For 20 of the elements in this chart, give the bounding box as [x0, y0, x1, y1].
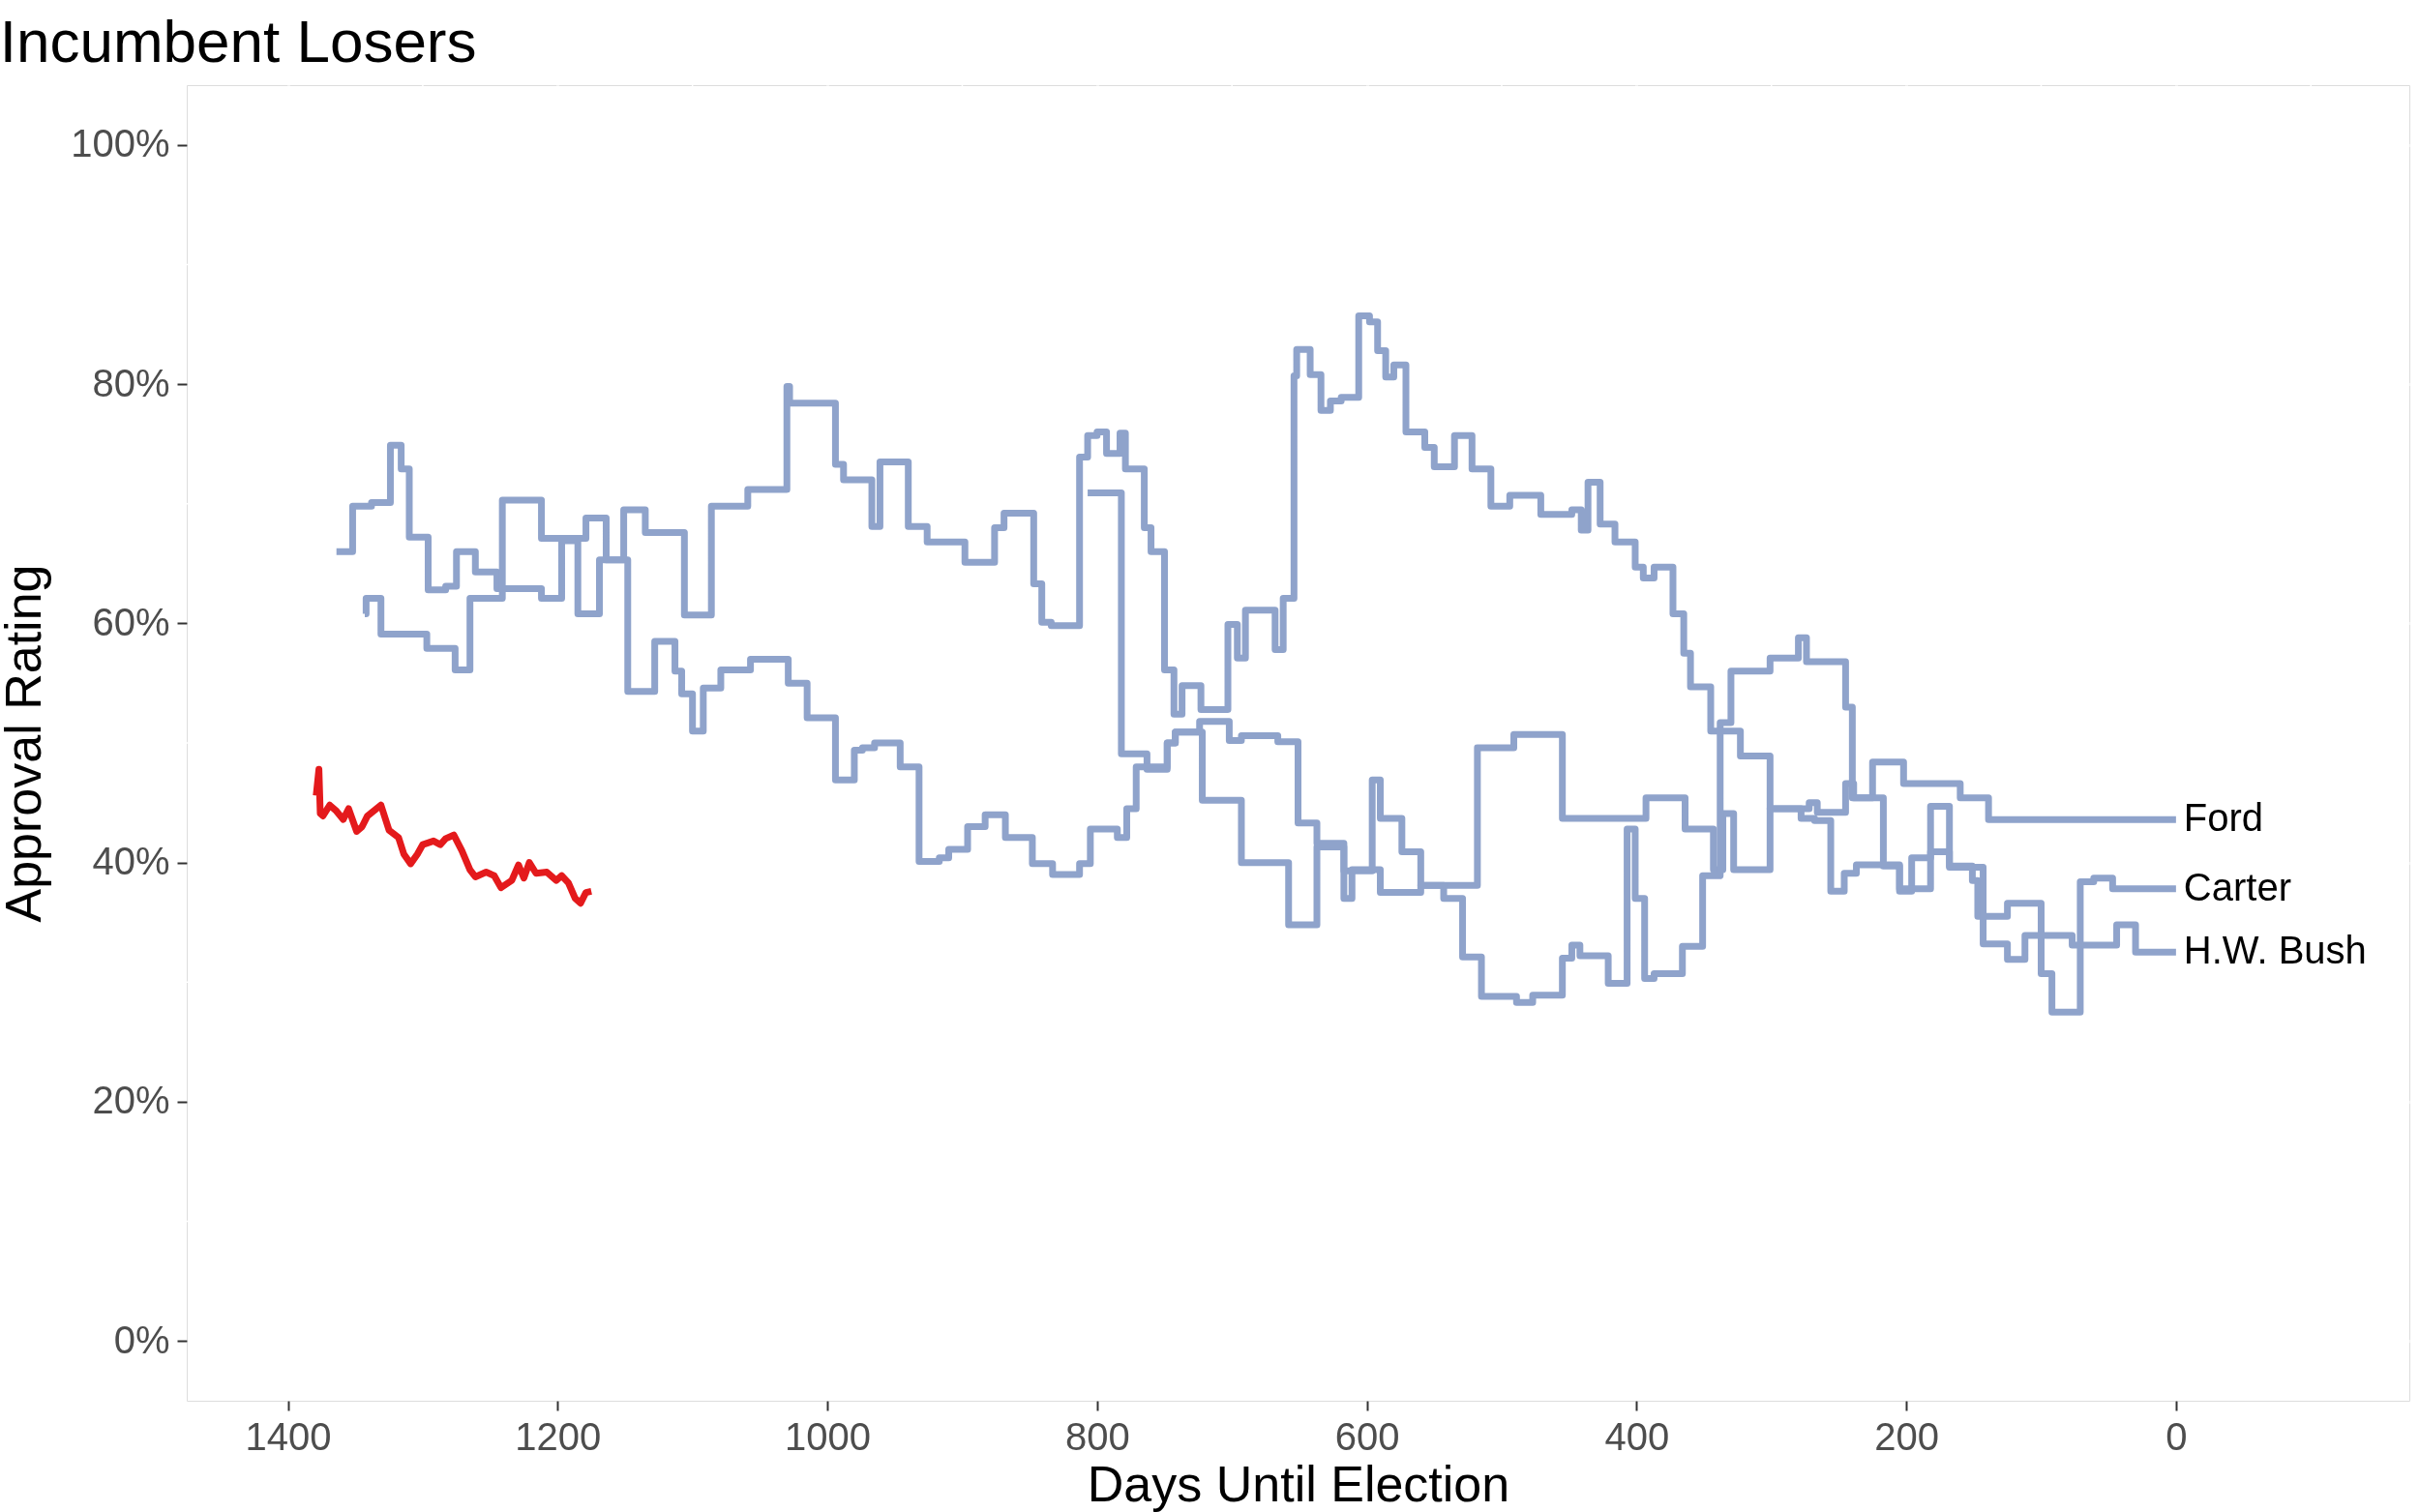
series-label: Ford: [2183, 796, 2264, 840]
x-tick-label: 1000: [785, 1414, 872, 1458]
x-tick-label: 800: [1064, 1414, 1130, 1458]
x-tick-label: 400: [1604, 1414, 1670, 1458]
x-tick-label: 0: [2165, 1414, 2188, 1458]
y-axis-title: Approval Rating: [0, 564, 52, 923]
y-tick-label: 0%: [113, 1318, 170, 1361]
series-label: Carter: [2183, 865, 2292, 908]
x-tick-label: 1400: [245, 1414, 332, 1458]
x-tick-label: 200: [1874, 1414, 1939, 1458]
y-tick-label: 100%: [71, 122, 170, 165]
y-tick-label: 80%: [92, 361, 170, 404]
x-axis-title: Days Until Election: [1087, 1455, 1510, 1512]
y-tick-label: 40%: [92, 840, 170, 883]
series-label: H.W. Bush: [2183, 929, 2367, 972]
chart-title: Incumbent Losers: [0, 8, 477, 75]
x-tick-label: 1200: [515, 1414, 602, 1458]
y-tick-label: 60%: [92, 600, 170, 643]
y-tick-label: 20%: [92, 1079, 170, 1122]
x-tick-label: 600: [1334, 1414, 1400, 1458]
